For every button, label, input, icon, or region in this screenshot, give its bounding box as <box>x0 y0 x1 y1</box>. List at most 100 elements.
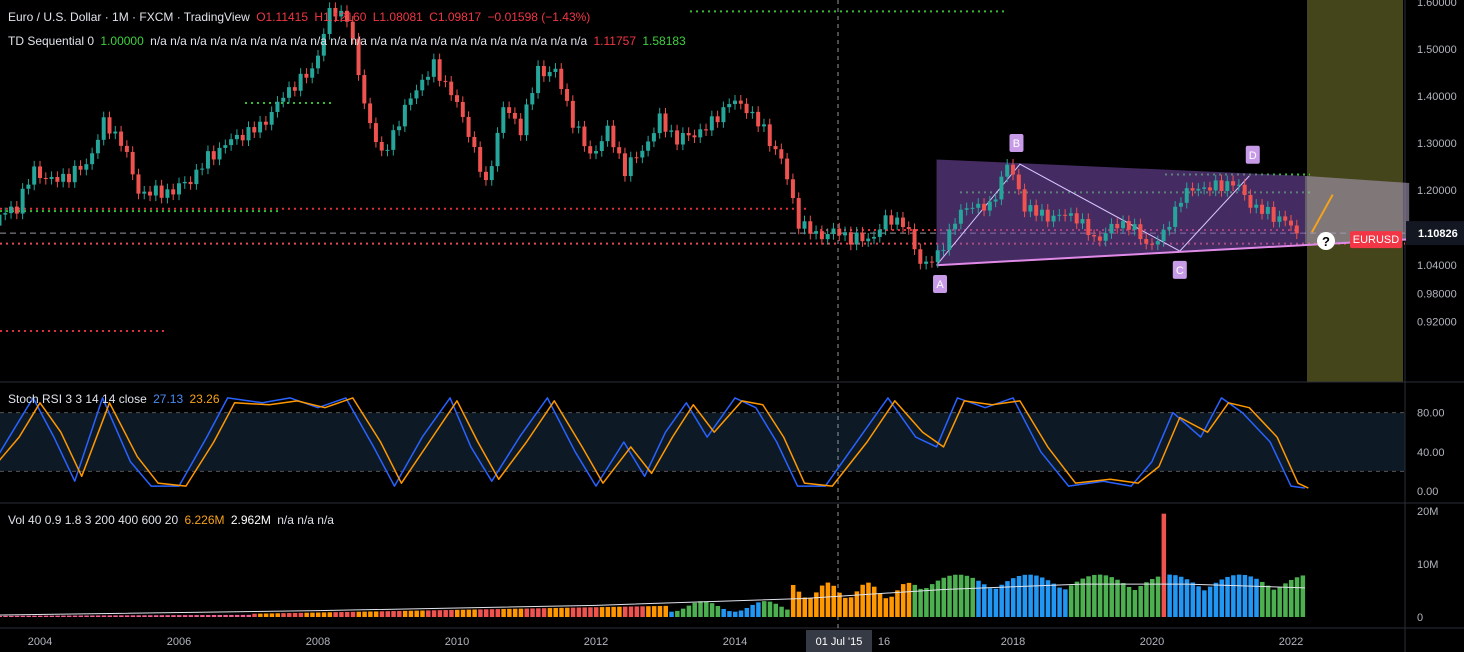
candle <box>1155 235 1160 251</box>
candle <box>1167 221 1172 236</box>
volume-bar <box>339 612 344 617</box>
candle <box>831 222 836 240</box>
volume-bar <box>767 601 773 617</box>
volume-bar <box>640 606 645 617</box>
stoch-rsi-legend[interactable]: Stoch RSI 3 3 14 14 close 27.13 23.26 <box>8 392 223 406</box>
candle <box>953 218 958 236</box>
volume-bar <box>1005 581 1010 617</box>
candle <box>640 145 645 164</box>
symbol-badge[interactable]: EURUSD <box>1350 231 1402 249</box>
candle <box>895 211 900 231</box>
candle <box>136 168 141 200</box>
volume-legend[interactable]: Vol 40 0.9 1.8 3 200 400 600 20 6.226M 2… <box>8 513 337 527</box>
candle <box>20 183 25 220</box>
candle <box>1294 219 1299 240</box>
volume-bar <box>1265 585 1271 617</box>
svg-text:EURUSD: EURUSD <box>1353 234 1400 246</box>
candle <box>1173 201 1178 233</box>
candle <box>455 89 459 108</box>
candle <box>507 101 512 119</box>
volume-bar <box>1022 574 1028 617</box>
candle <box>38 160 42 184</box>
volume-bar <box>622 606 628 617</box>
candle <box>1057 209 1062 222</box>
volume-bar <box>466 609 472 617</box>
volume-bar <box>246 614 251 617</box>
candle <box>153 179 158 202</box>
volume-bar <box>669 611 674 617</box>
time-axis-tick: 2014 <box>723 636 747 648</box>
projection-zone <box>1304 175 1410 245</box>
symbol-header: Euro / U.S. Dollar · 1M · FXCM · Trading… <box>8 10 593 24</box>
candle <box>924 255 929 270</box>
volume-bar <box>165 615 170 617</box>
volume-bar <box>437 610 443 617</box>
candle <box>524 98 529 141</box>
candle <box>385 144 390 157</box>
candle <box>675 124 680 151</box>
symbol-title[interactable]: Euro / U.S. Dollar · 1M · FXCM · Trading… <box>8 10 250 24</box>
candle <box>1242 179 1247 201</box>
volume-bar <box>275 613 280 617</box>
candle <box>1289 214 1293 232</box>
candle <box>1022 183 1027 218</box>
volume-bar <box>1283 583 1288 617</box>
candle <box>333 2 338 23</box>
candle <box>43 172 48 185</box>
candle <box>744 98 749 119</box>
volume-bar <box>848 597 854 617</box>
candle <box>773 140 778 155</box>
volume-bar <box>906 582 912 617</box>
candle <box>680 127 685 151</box>
volume-axis-tick: 10M <box>1417 559 1438 571</box>
volume-bar <box>449 609 454 617</box>
candle <box>1236 179 1241 192</box>
candle <box>200 162 205 176</box>
candle <box>999 171 1004 206</box>
candle <box>84 158 89 176</box>
td-sequential-legend[interactable]: TD Sequential 0 1.00000 n/a n/a n/a n/a … <box>8 34 689 48</box>
volume-bar <box>594 607 599 617</box>
volume-bar <box>119 615 124 617</box>
candle <box>611 120 616 153</box>
volume-bar <box>205 615 211 617</box>
volume-bar <box>194 615 199 617</box>
volume-bar <box>431 610 437 617</box>
volume-bar <box>292 612 298 617</box>
candle <box>339 5 344 23</box>
svg-text:1.10826: 1.10826 <box>1418 228 1458 240</box>
volume-bar <box>709 603 715 617</box>
volume-bar <box>582 607 587 617</box>
volume-bar <box>1196 586 1201 617</box>
candle <box>1080 213 1085 230</box>
candle <box>148 185 153 202</box>
candle <box>512 107 517 125</box>
candle <box>1121 215 1126 234</box>
candle <box>397 120 402 136</box>
volume-bar <box>837 592 842 617</box>
volume-bar <box>1028 574 1033 617</box>
candle <box>72 160 77 188</box>
volume-bar <box>565 607 570 617</box>
volume-bar <box>95 615 101 617</box>
candle <box>275 96 280 118</box>
volume-bar <box>43 615 49 617</box>
candle <box>113 125 118 140</box>
candle <box>49 171 54 185</box>
candle <box>1103 227 1108 247</box>
volume-bar <box>171 615 176 617</box>
volume-bar <box>1016 576 1022 617</box>
candle <box>646 135 651 157</box>
svg-text:D: D <box>1249 150 1257 162</box>
candle <box>1132 218 1137 236</box>
candle <box>483 166 488 186</box>
volume-bar <box>113 615 118 617</box>
question-marker[interactable]: ? <box>1317 232 1335 250</box>
candle <box>536 60 541 99</box>
candle <box>565 83 570 107</box>
candle <box>437 53 442 87</box>
volume-bar <box>153 615 159 617</box>
volume-bar <box>883 598 889 617</box>
volume-bar <box>1051 583 1057 617</box>
